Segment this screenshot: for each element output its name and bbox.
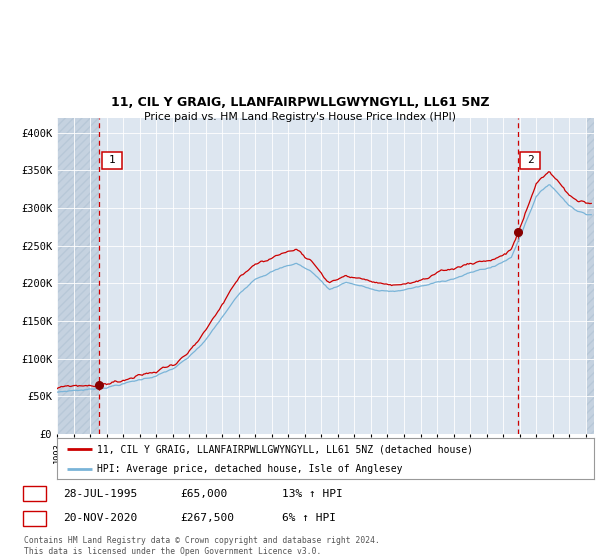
FancyBboxPatch shape	[23, 511, 46, 526]
Text: 13% ↑ HPI: 13% ↑ HPI	[282, 488, 343, 498]
Text: 1: 1	[109, 155, 115, 165]
Text: £65,000: £65,000	[180, 488, 227, 498]
Text: 2: 2	[527, 155, 534, 165]
Text: 1: 1	[31, 488, 38, 498]
Text: 28-JUL-1995: 28-JUL-1995	[63, 488, 137, 498]
Text: 2: 2	[31, 513, 38, 523]
Text: HPI: Average price, detached house, Isle of Anglesey: HPI: Average price, detached house, Isle…	[97, 464, 403, 474]
Text: 11, CIL Y GRAIG, LLANFAIRPWLLGWYNGYLL, LL61 5NZ: 11, CIL Y GRAIG, LLANFAIRPWLLGWYNGYLL, L…	[110, 96, 490, 109]
Text: 6% ↑ HPI: 6% ↑ HPI	[282, 513, 336, 523]
Text: 20-NOV-2020: 20-NOV-2020	[63, 513, 137, 523]
FancyBboxPatch shape	[520, 152, 541, 169]
Text: Contains HM Land Registry data © Crown copyright and database right 2024.
This d: Contains HM Land Registry data © Crown c…	[24, 536, 380, 556]
FancyBboxPatch shape	[23, 486, 46, 501]
FancyBboxPatch shape	[102, 152, 122, 169]
Text: £267,500: £267,500	[180, 513, 234, 523]
Text: Price paid vs. HM Land Registry's House Price Index (HPI): Price paid vs. HM Land Registry's House …	[144, 112, 456, 122]
Text: 11, CIL Y GRAIG, LLANFAIRPWLLGWYNGYLL, LL61 5NZ (detached house): 11, CIL Y GRAIG, LLANFAIRPWLLGWYNGYLL, L…	[97, 445, 473, 454]
